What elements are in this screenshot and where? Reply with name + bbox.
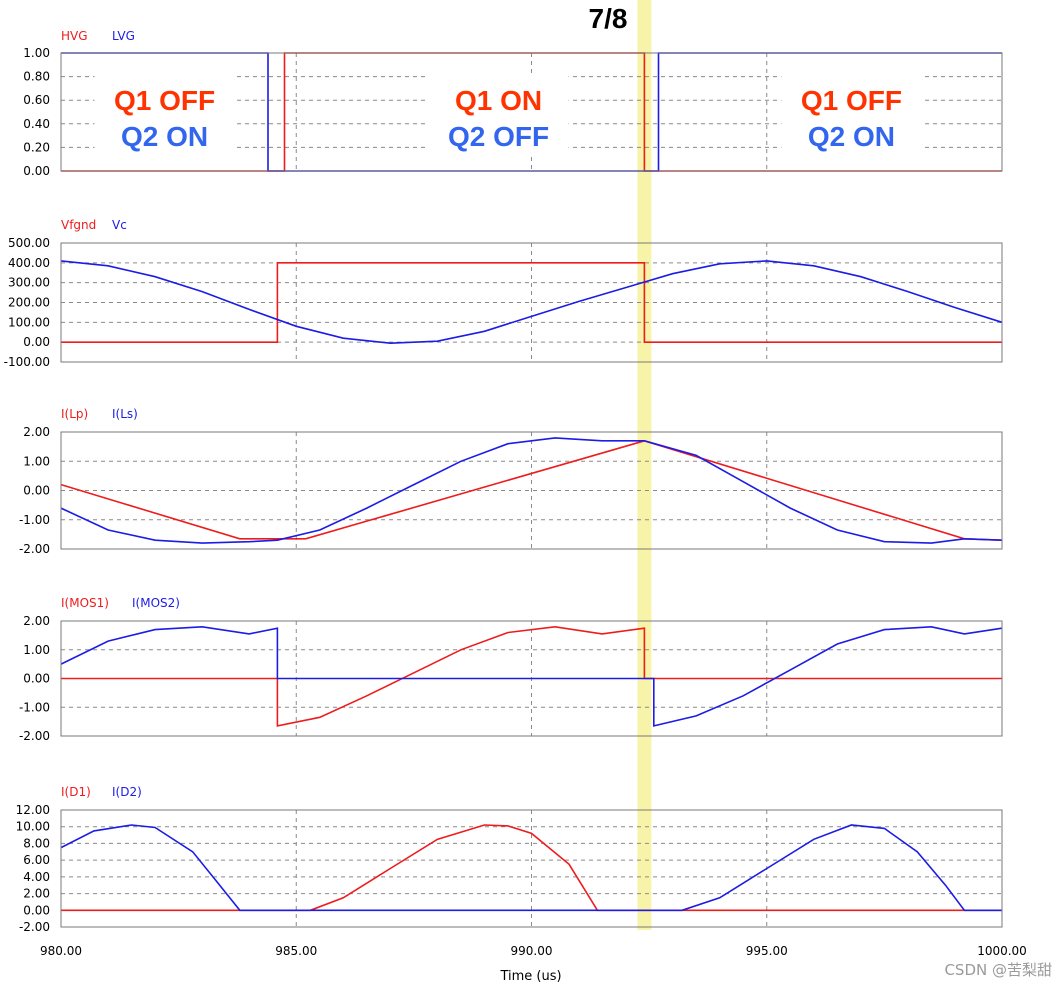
x-tick-label: 1000.00 bbox=[977, 944, 1027, 958]
annotation-backing bbox=[94, 75, 235, 155]
y-tick-label: 2.00 bbox=[23, 425, 50, 439]
y-tick-label: 0.00 bbox=[23, 335, 50, 349]
y-tick-label: -2.00 bbox=[19, 542, 50, 556]
series-line-Vfgnd bbox=[61, 261, 1002, 344]
series-line-I(D2) bbox=[60, 824, 1002, 912]
legend-entry: I(Lp) bbox=[61, 407, 88, 421]
annotation-backing bbox=[428, 75, 569, 155]
y-tick-label: 0.00 bbox=[23, 484, 50, 498]
y-tick-label: 200.00 bbox=[8, 296, 50, 310]
panel-3: 2.00 1.00 0.00 -1.00 -2.00 I(Lp) I(Ls) bbox=[19, 407, 1003, 556]
legend-entry: Vc bbox=[112, 218, 127, 232]
series-line-I(Ls) bbox=[60, 437, 1003, 544]
y-tick-label: 8.00 bbox=[23, 836, 50, 850]
panel-4: 2.00 1.00 0.00 -1.00 -2.00 I(MOS1) I(MOS2) bbox=[19, 596, 1003, 743]
y-tick-label: 4.00 bbox=[23, 870, 50, 884]
y-tick-label: 2.00 bbox=[23, 614, 50, 628]
y-tick-label: 12.00 bbox=[16, 803, 50, 817]
y-tick-label: 0.00 bbox=[23, 903, 50, 917]
annotation-text: Q1 OFF bbox=[114, 85, 215, 116]
annotation-text: Q1 OFF bbox=[801, 85, 902, 116]
annotation-text: Q1 ON bbox=[455, 85, 542, 116]
y-tick-label: -2.00 bbox=[19, 729, 50, 743]
x-tick-label: 990.00 bbox=[511, 944, 553, 958]
annotation-text: Q2 OFF bbox=[448, 121, 549, 152]
y-tick-label: -2.00 bbox=[19, 920, 50, 934]
legend-entry: I(MOS1) bbox=[61, 596, 109, 610]
y-tick-label: 10.00 bbox=[16, 820, 50, 834]
y-tick-label: 400.00 bbox=[8, 256, 50, 270]
y-tick-label: 1.00 bbox=[23, 454, 50, 468]
y-tick-label: 0.80 bbox=[23, 70, 50, 84]
y-tick-label: 0.00 bbox=[23, 164, 50, 178]
legend-entry: I(MOS2) bbox=[132, 596, 180, 610]
y-tick-label: -100.00 bbox=[4, 355, 50, 369]
legend-entry: I(Ls) bbox=[112, 407, 138, 421]
legend-entry: LVG bbox=[112, 29, 135, 43]
annotation-text: Q2 ON bbox=[121, 121, 208, 152]
x-tick-label: 980.00 bbox=[40, 944, 82, 958]
y-tick-label: 0.40 bbox=[23, 117, 50, 131]
y-tick-label: 0.20 bbox=[23, 140, 50, 154]
panel-5: 12.00 10.00 8.00 6.00 4.00 2.00 0.00 -2.00 I(D1)… bbox=[16, 785, 1003, 934]
x-axis-label: Time (us) bbox=[499, 969, 561, 984]
annotation-backing bbox=[781, 75, 922, 155]
plot-frame bbox=[60, 431, 1003, 550]
x-tick-label: 985.00 bbox=[275, 944, 317, 958]
y-tick-label: 100.00 bbox=[8, 315, 50, 329]
watermark: CSDN @苦梨甜 bbox=[944, 961, 1052, 979]
y-tick-label: 1.00 bbox=[23, 46, 50, 60]
panel-1: Q1 OFF Q2 ON Q1 ON Q2 OFF Q1 OFF Q2 ON 1.00 0.8… bbox=[23, 29, 1003, 178]
legend-entry: I(D1) bbox=[61, 785, 91, 799]
legend-entry: HVG bbox=[61, 29, 88, 43]
panel-2: 500.00 400.00 300.00 200.00 100.00 0.00 -100.0… bbox=[4, 218, 1003, 369]
x-tick-label: 995.00 bbox=[746, 944, 788, 958]
y-tick-label: 1.00 bbox=[23, 643, 50, 657]
y-tick-label: 6.00 bbox=[23, 853, 50, 867]
y-tick-label: 0.00 bbox=[23, 672, 50, 686]
plot-frame bbox=[60, 620, 1003, 737]
time-marker-band bbox=[637, 0, 652, 930]
plot-frame bbox=[60, 52, 1003, 172]
plot-frame bbox=[60, 809, 1003, 928]
series-line-I(MOS1) bbox=[61, 625, 1002, 727]
y-tick-label: -1.00 bbox=[19, 700, 50, 714]
y-tick-label: 500.00 bbox=[8, 236, 50, 250]
legend-entry: Vfgnd bbox=[61, 218, 96, 232]
annotation-text: Q2 ON bbox=[808, 121, 895, 152]
series-line-I(MOS2) bbox=[60, 625, 1003, 727]
y-tick-label: 2.00 bbox=[23, 887, 50, 901]
series-line-Vc bbox=[60, 260, 1003, 345]
y-tick-label: 300.00 bbox=[8, 276, 50, 290]
legend-entry: I(D2) bbox=[112, 785, 142, 799]
plot-frame bbox=[60, 242, 1003, 363]
time-marker-label: 7/8 bbox=[589, 3, 628, 34]
series-line-I(D1) bbox=[61, 824, 1002, 912]
y-tick-label: -1.00 bbox=[19, 513, 50, 527]
y-tick-label: 0.60 bbox=[23, 93, 50, 107]
